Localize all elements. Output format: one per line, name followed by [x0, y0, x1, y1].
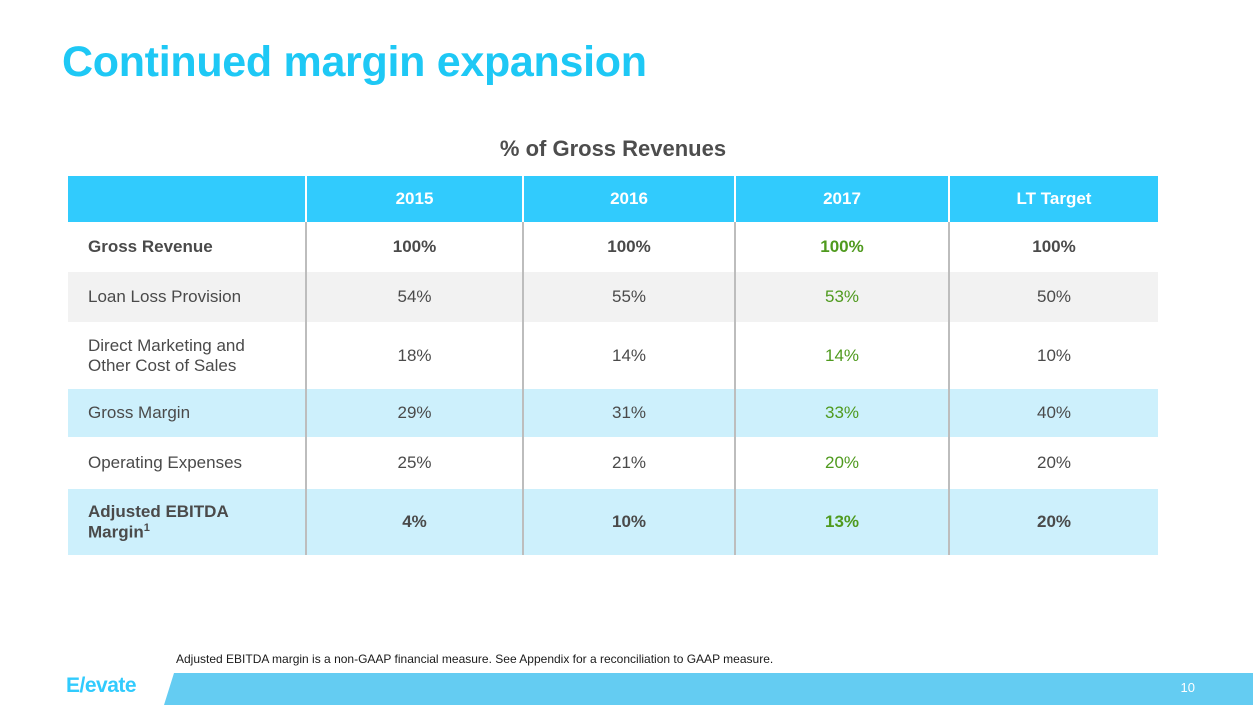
page-number: 10: [1180, 680, 1195, 695]
cell-2016: 100%: [522, 222, 735, 272]
cell-2017: 100%: [734, 222, 949, 272]
header-cell-2017: 2017: [734, 176, 949, 222]
table-row-operating-expenses: Operating Expenses 25% 21% 20% 20%: [68, 437, 1158, 489]
table-subtitle: % of Gross Revenues: [499, 136, 727, 161]
slide-title: Continued margin expansion: [62, 38, 647, 86]
cell-2016: 21%: [522, 437, 735, 489]
cell-lt-target: 20%: [948, 489, 1158, 555]
cell-lt-target: 100%: [948, 222, 1158, 272]
row-label-line1: Direct Marketing and: [88, 335, 245, 355]
footer-bar: [164, 673, 1253, 705]
cell-2015: 4%: [305, 489, 523, 555]
cell-lt-target: 20%: [948, 437, 1158, 489]
row-label-line1: Adjusted EBITDA: [88, 501, 229, 521]
row-label-line2: Other Cost of Sales: [88, 355, 237, 375]
row-label-line2: Margin: [88, 522, 144, 542]
cell-2017: 20%: [734, 437, 949, 489]
cell-lt-target: 50%: [948, 272, 1158, 322]
footnote-marker: 1: [143, 521, 150, 534]
cell-2016: 10%: [522, 489, 735, 555]
header-cell-lt-target: LT Target: [948, 176, 1158, 222]
cell-2017: 53%: [734, 272, 949, 322]
table-row-gross-revenue: Gross Revenue 100% 100% 100% 100%: [68, 222, 1158, 272]
header-cell-empty: [68, 176, 306, 222]
cell-2015: 18%: [305, 322, 523, 389]
cell-2016: 14%: [522, 322, 735, 389]
margin-table: 2015 2016 2017 LT Target Gross Revenue 1…: [68, 176, 1158, 555]
row-label: Gross Margin: [68, 389, 306, 437]
cell-2016: 55%: [522, 272, 735, 322]
cell-2017: 33%: [734, 389, 949, 437]
row-label: Loan Loss Provision: [68, 272, 306, 322]
cell-2015: 54%: [305, 272, 523, 322]
row-label: Operating Expenses: [68, 437, 306, 489]
cell-2015: 25%: [305, 437, 523, 489]
table-header-row: 2015 2016 2017 LT Target: [68, 176, 1158, 222]
row-label: Adjusted EBITDA Margin1: [68, 489, 306, 555]
table-row-gross-margin: Gross Margin 29% 31% 33% 40%: [68, 389, 1158, 437]
cell-2017: 14%: [734, 322, 949, 389]
cell-2017: 13%: [734, 489, 949, 555]
elevate-logo: E/evate: [66, 674, 137, 697]
header-cell-2016: 2016: [522, 176, 735, 222]
cell-lt-target: 40%: [948, 389, 1158, 437]
header-cell-2015: 2015: [305, 176, 523, 222]
cell-2016: 31%: [522, 389, 735, 437]
table-row-loan-loss-provision: Loan Loss Provision 54% 55% 53% 50%: [68, 272, 1158, 322]
row-label: Gross Revenue: [68, 222, 306, 272]
cell-2015: 29%: [305, 389, 523, 437]
table-row-adjusted-ebitda-margin: Adjusted EBITDA Margin1 4% 10% 13% 20%: [68, 489, 1158, 555]
cell-lt-target: 10%: [948, 322, 1158, 389]
table-row-direct-marketing: Direct Marketing and Other Cost of Sales …: [68, 322, 1158, 389]
footnote-text: Adjusted EBITDA margin is a non-GAAP fin…: [176, 652, 774, 666]
cell-2015: 100%: [305, 222, 523, 272]
row-label: Direct Marketing and Other Cost of Sales: [68, 322, 306, 389]
